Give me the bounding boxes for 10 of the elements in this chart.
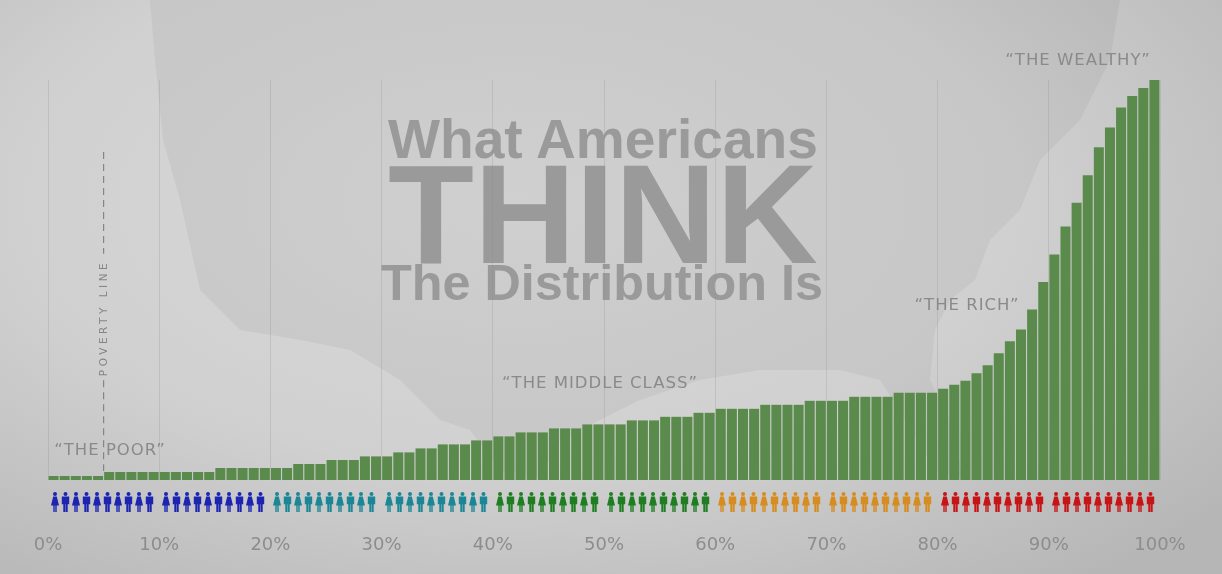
x-tick-label: 40% (472, 532, 513, 554)
x-tick-label: 30% (361, 532, 402, 554)
annotation: “THE MIDDLE CLASS” (502, 373, 698, 393)
x-tick-label: 20% (250, 532, 291, 554)
x-tick-label: 60% (695, 532, 736, 554)
text: “THE WEALTHY” (1005, 50, 1151, 70)
ref-line-label: POVERTY LINE (97, 259, 110, 377)
x-tick-label: 50% (583, 532, 625, 554)
annotation: “THE RICH” (914, 295, 1020, 315)
annotation: “THE POOR” (54, 440, 166, 460)
